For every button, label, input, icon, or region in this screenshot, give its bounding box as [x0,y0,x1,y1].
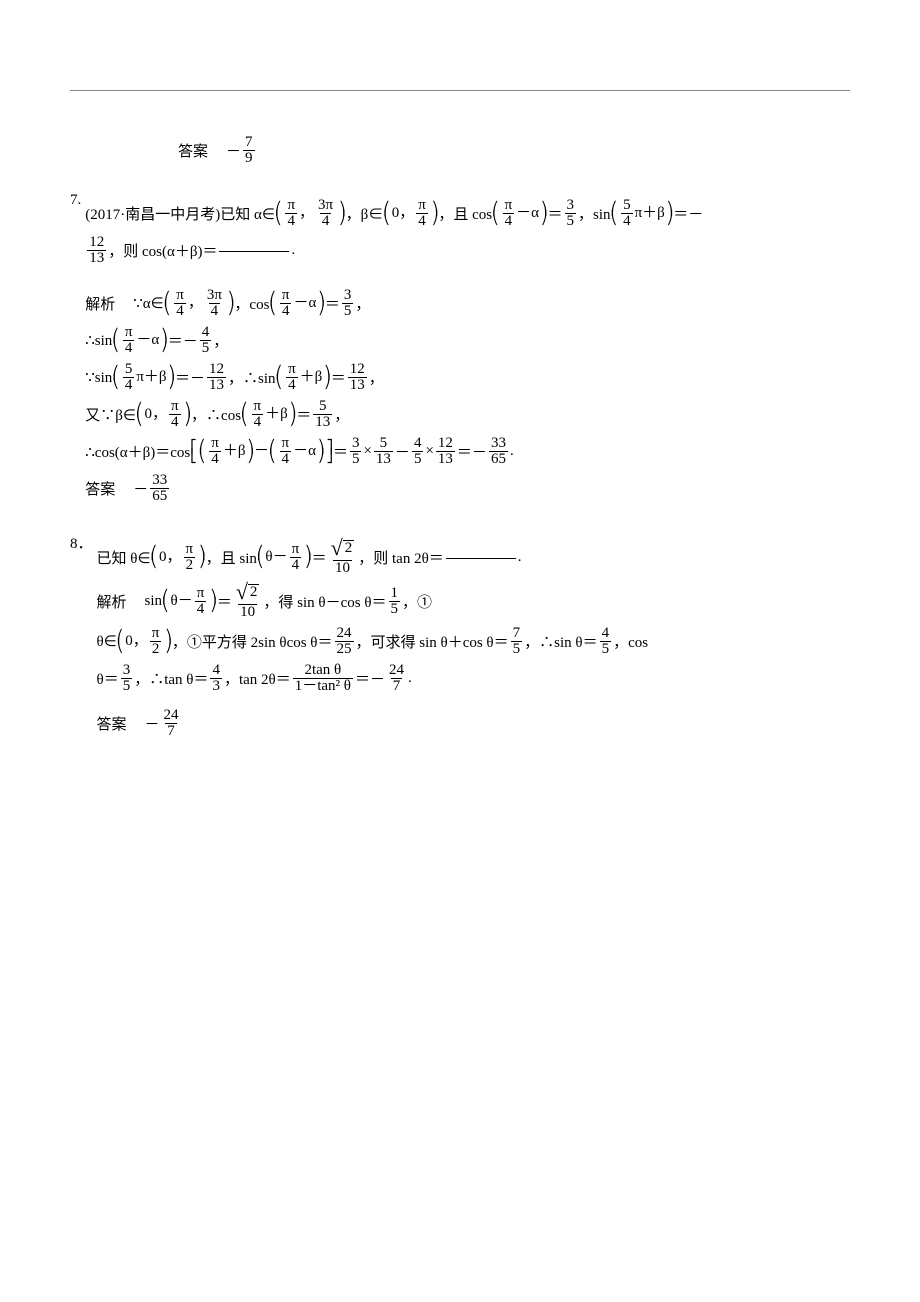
q7-blank [219,249,289,252]
q7-number: 7. [70,192,81,510]
q8-sol-1: 解析 sin ⎛⎝ θ－ π4 ⎞⎠ ＝ √2 10 ，得 sin θ－cos … [97,582,850,620]
q7-range1: ⎛⎝ π4 ， 3π4 ⎞⎠ [275,198,346,229]
q6-frac: 7 9 [243,135,255,166]
q7-line1: (2017·南昌一中月考) 已知 α∈ ⎛⎝ π4 ， 3π4 ⎞⎠ ，β∈ ⎛… [85,198,850,229]
q6-answer: 答案 － 7 9 [178,135,850,166]
q7-body: (2017·南昌一中月考) 已知 α∈ ⎛⎝ π4 ， 3π4 ⎞⎠ ，β∈ ⎛… [85,192,850,510]
problem-8: 8． 已知 θ∈ ⎛⎝ 0， π2 ⎞⎠ ，且 sin ⎛⎝ θ－ π4 ⎞⎠ … [70,532,850,745]
q8-answer: 答案 － 247 [97,708,850,739]
q8-number: 8． [70,532,93,745]
q7-range2: ⎛⎝ 0， π4 ⎞⎠ [383,198,438,229]
q7-sol-3: ∵sin ⎛⎝ 54 π＋β ⎞⎠ ＝－ 1213 ，∴sin ⎛⎝ π4 ＋β… [85,362,850,393]
q8-blank [446,556,516,559]
q7-answer: 答案 － 3365 [85,473,850,504]
problem-7: 7. (2017·南昌一中月考) 已知 α∈ ⎛⎝ π4 ， 3π4 ⎞⎠ ，β… [70,192,850,510]
q7-sol-5: ∴cos(α＋β)＝cos ⎡⎣ ⎛⎝ π4 ＋β ⎞⎠ － ⎛⎝ π4 －α … [85,436,850,467]
q8-sol-2: θ∈ ⎛⎝ 0， π2 ⎞⎠ ，①平方得 2sin θcos θ＝ 2425 ，… [97,626,850,657]
q7-line2: 1213 ，则 cos(α＋β)＝ . [85,235,850,266]
big-bracket: ⎡⎣ ⎛⎝ π4 ＋β ⎞⎠ － ⎛⎝ π4 －α ⎞⎠ ⎤⎦ [190,436,333,467]
q7-sinarg: ⎛⎝ 54 π＋β ⎞⎠ [611,198,674,229]
q8-line1: 已知 θ∈ ⎛⎝ 0， π2 ⎞⎠ ，且 sin ⎛⎝ θ－ π4 ⎞⎠ ＝ √… [97,538,850,576]
answer-label: 答案 [178,140,208,161]
q7-cosarg: ⎛⎝ π4 －α ⎞⎠ [492,198,547,229]
neg-sign: － [226,140,241,161]
page-content: 答案 － 7 9 7. (2017·南昌一中月考) 已知 α∈ ⎛⎝ π4 ， … [70,90,850,745]
q7-sol-2: ∴sin ⎛⎝ π4 －α ⎞⎠ ＝－ 45 ， [85,325,850,356]
q7-sol-1: 解析 ∵α∈ ⎛⎝ π4 ， 3π4 ⎞⎠ ，cos ⎛⎝ π4 －α ⎞⎠ ＝… [85,288,850,319]
q7-sol-4: 又∵β∈ ⎛⎝ 0， π4 ⎞⎠ ，∴cos ⎛⎝ π4 ＋β ⎞⎠ ＝ 513… [85,399,850,430]
q8-body: 已知 θ∈ ⎛⎝ 0， π2 ⎞⎠ ，且 sin ⎛⎝ θ－ π4 ⎞⎠ ＝ √… [97,532,850,745]
q8-sol-3: θ＝ 35 ，∴tan θ＝ 43 ，tan 2θ＝ 2tan θ1－tan² … [97,663,850,694]
